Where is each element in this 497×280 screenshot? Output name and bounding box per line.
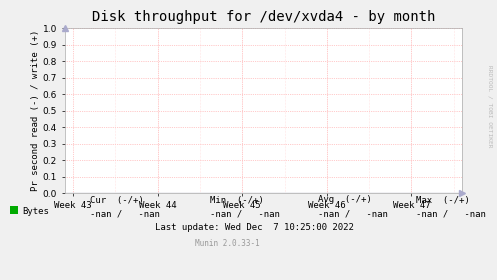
Text: RRDTOOL / TOBI OETIKER: RRDTOOL / TOBI OETIKER bbox=[487, 65, 492, 148]
Text: -nan /   -nan: -nan / -nan bbox=[210, 209, 280, 218]
Text: -nan /   -nan: -nan / -nan bbox=[416, 209, 486, 218]
Text: Cur  (-/+): Cur (-/+) bbox=[90, 195, 144, 204]
Y-axis label: Pr second read (-) / write (+): Pr second read (-) / write (+) bbox=[31, 30, 40, 191]
Title: Disk throughput for /dev/xvda4 - by month: Disk throughput for /dev/xvda4 - by mont… bbox=[92, 10, 435, 24]
Text: Bytes: Bytes bbox=[22, 207, 49, 216]
Text: Min  (-/+): Min (-/+) bbox=[210, 195, 264, 204]
Text: Avg  (-/+): Avg (-/+) bbox=[318, 195, 372, 204]
Text: -nan /   -nan: -nan / -nan bbox=[90, 209, 160, 218]
Text: -nan /   -nan: -nan / -nan bbox=[318, 209, 388, 218]
Text: Munin 2.0.33-1: Munin 2.0.33-1 bbox=[195, 239, 260, 248]
Text: Max  (-/+): Max (-/+) bbox=[416, 195, 470, 204]
Text: Last update: Wed Dec  7 10:25:00 2022: Last update: Wed Dec 7 10:25:00 2022 bbox=[155, 223, 354, 232]
Bar bbox=[10, 206, 18, 214]
